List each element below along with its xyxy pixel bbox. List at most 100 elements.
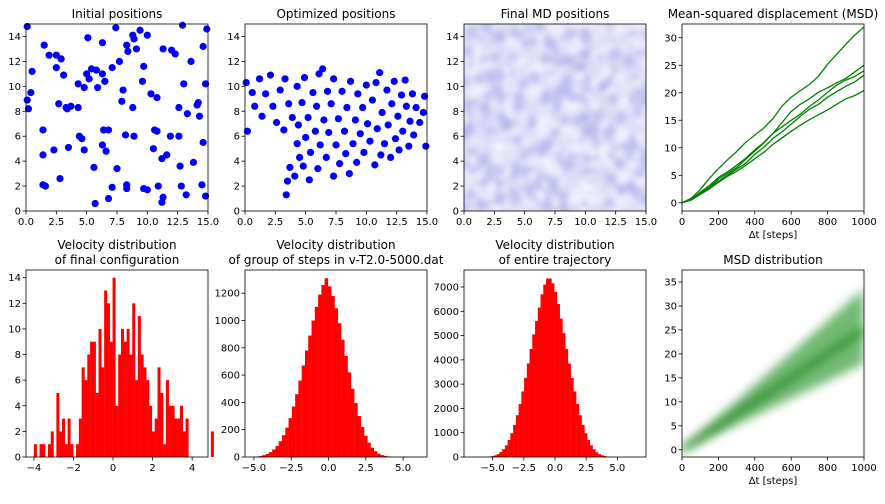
scatter-point [377, 151, 384, 158]
scatter-point [273, 119, 280, 126]
density-blob [509, 54, 517, 62]
y-tick-label: 5 [671, 171, 677, 182]
histogram-bar [325, 278, 328, 457]
density-blob [536, 65, 545, 74]
histogram-bar [571, 378, 574, 457]
histogram-bar [318, 295, 321, 457]
y-tick-label: 10 [8, 324, 21, 335]
y-tick-label: 4 [453, 157, 459, 168]
scatter-point [78, 135, 85, 142]
scatter-point [284, 177, 291, 184]
histogram-bar [541, 294, 544, 457]
scatter-point [332, 141, 339, 148]
histogram-bar [505, 445, 508, 457]
y-tick-label: 2 [453, 182, 459, 193]
density-blob [530, 146, 536, 152]
x-tick-label: 0.0 [456, 217, 472, 228]
density-blob [601, 120, 609, 128]
histogram-bar [513, 425, 516, 457]
density-blob [595, 43, 606, 54]
scatter-point [92, 200, 99, 207]
scatter-point [39, 126, 46, 133]
histogram-bar [312, 321, 315, 457]
y-tick-label: 2 [15, 427, 21, 438]
histogram-bar [562, 333, 565, 457]
scatter-point [398, 91, 405, 98]
scatter-point [387, 154, 394, 161]
histogram-bar [593, 449, 596, 457]
histogram-bar [266, 454, 269, 457]
x-tick-label: 400 [745, 463, 764, 474]
y-tick-label: 6 [453, 132, 459, 143]
histogram-bar [211, 431, 214, 457]
histogram-bar [110, 342, 113, 457]
density-blob [539, 118, 549, 128]
x-tick-label: 1000 [851, 463, 876, 474]
histogram-bar [149, 406, 152, 457]
histogram-bar [143, 367, 146, 457]
y-tick-label: 6 [15, 132, 21, 143]
scatter-point [60, 72, 67, 79]
density-blob [503, 80, 509, 86]
density-blob [523, 23, 532, 32]
scatter-point [381, 140, 388, 147]
y-tick-label: 8 [453, 107, 459, 118]
histogram-bar [289, 418, 292, 457]
density-blob [534, 189, 544, 199]
scatter-point [123, 181, 130, 188]
scatter-point [366, 138, 373, 145]
histogram-bar [180, 406, 183, 457]
density-blob [491, 83, 504, 96]
histogram-bar [348, 372, 351, 457]
x-tick-label: 5.0 [79, 217, 95, 228]
density-blob [544, 194, 551, 201]
x-tick-label: 800 [818, 217, 837, 228]
histogram-bar [282, 435, 285, 457]
density-blob [633, 168, 640, 175]
density-blob [620, 44, 628, 52]
y-tick-label: 0 [234, 453, 240, 464]
panel-title: Velocity distribution [57, 238, 176, 252]
y-tick-label: 4 [15, 157, 21, 168]
scatter-point [129, 104, 136, 111]
density-blob [519, 55, 529, 65]
histogram-bar [543, 285, 546, 457]
scatter-point [172, 50, 179, 57]
histogram-bar [532, 334, 535, 457]
histogram-bar [357, 416, 360, 457]
density-blob [580, 184, 587, 191]
histogram-bar [113, 278, 116, 457]
density-blob [545, 19, 558, 32]
x-tick-label: −4 [27, 463, 42, 474]
scatter-point [420, 109, 427, 116]
scatter-point [341, 128, 348, 135]
histogram-bar [530, 349, 533, 457]
y-tick-label: 10 [664, 397, 677, 408]
scatter-point [328, 100, 335, 107]
scatter-point [295, 121, 302, 128]
histogram-bar [554, 292, 557, 457]
density-blob [529, 172, 537, 180]
density-blob [585, 120, 599, 134]
density-blob [499, 120, 511, 132]
histogram-bar [279, 441, 282, 457]
scatter-point [319, 65, 326, 72]
x-tick-label: 0 [110, 463, 116, 474]
scatter-point [118, 98, 125, 105]
panel-title: Initial positions [72, 7, 163, 21]
scatter-point [392, 135, 399, 142]
scatter-point [399, 128, 406, 135]
y-tick-label: 6 [234, 132, 240, 143]
histogram-bar [361, 427, 364, 457]
histogram-bar [138, 316, 141, 457]
x-tick-label: 10.0 [136, 217, 158, 228]
density-blob [524, 185, 532, 193]
scatter-point [119, 86, 126, 93]
histogram-bar [124, 342, 127, 457]
y-tick-label: 10 [8, 82, 21, 93]
histogram-bar [101, 367, 104, 457]
histogram-bar [96, 393, 99, 457]
